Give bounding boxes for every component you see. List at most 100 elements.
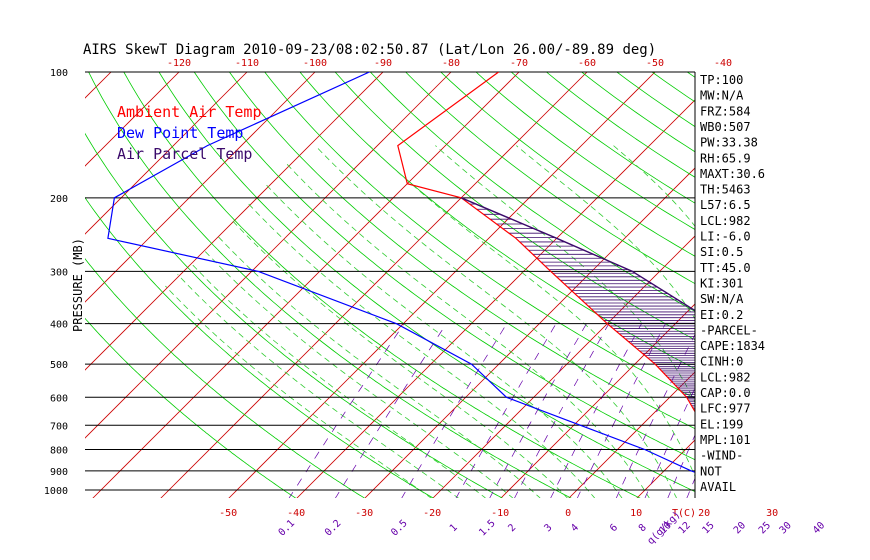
- pressure-tick-labels: 100 200 300 400 500 600 700 800 900 1000: [44, 68, 68, 497]
- dry-adiabat-line: [85, 132, 503, 498]
- cape-hatch-area: [469, 203, 695, 411]
- moist-adiabat-line: [216, 234, 541, 498]
- mixing-ratio-tick-label: 12: [677, 520, 693, 536]
- stat-entry: -WIND-: [700, 449, 743, 463]
- moist-adiabat-line: [315, 145, 677, 498]
- stat-entry: CAPE:1834: [700, 339, 765, 353]
- dry-adiabat-line: [85, 317, 297, 498]
- moist-adiabat-line: [285, 162, 650, 498]
- mixing-ratio-line: [401, 323, 507, 498]
- dry-adiabat-line: [744, 63, 870, 499]
- ambient-temp-line: [397, 72, 695, 413]
- stat-entry: SI:0.5: [700, 245, 743, 259]
- mixing-ratio-tick-label: 30: [778, 520, 794, 536]
- stat-entry: LI:-6.0: [700, 230, 751, 244]
- isotherm-line: [500, 303, 695, 498]
- chart-title: AIRS SkewT Diagram 2010-09-23/08:02:50.8…: [83, 42, 656, 58]
- dry-adiabat-line: [123, 72, 641, 498]
- isotherm-line: [432, 235, 695, 498]
- moist-adiabat-line: [264, 183, 623, 498]
- isotherm-line: [85, 72, 316, 303]
- stat-entry: EI:0.2: [700, 308, 743, 322]
- isotherm-line: [85, 72, 452, 439]
- profile-series: [107, 72, 695, 473]
- pressure-tick-label: 800: [50, 445, 68, 456]
- mixing-ratio-line: [335, 323, 447, 498]
- top-temp-tick-label: -40: [714, 58, 732, 69]
- isotherm-line: [772, 63, 870, 499]
- stat-entry: SW:N/A: [700, 292, 744, 306]
- bottom-temp-tick-label: -40: [287, 508, 305, 519]
- stat-entry: MPL:101: [700, 433, 751, 447]
- isotherm-line: [85, 72, 248, 235]
- bottom-temp-tick-label: T(C): [672, 508, 696, 519]
- stat-entry: L57:6.5: [700, 198, 751, 212]
- mixing-ratio-tick-label: 0.1: [277, 518, 298, 539]
- pressure-tick-label: 700: [50, 421, 68, 432]
- mixing-ratio-lines: [288, 323, 870, 499]
- mixing-ratio-tick-label: 25: [757, 520, 773, 536]
- bottom-temp-tick-label: 0: [565, 508, 571, 519]
- y-axis-label: PRESSURE (MB): [71, 238, 85, 332]
- dry-adiabat-line: [193, 72, 695, 461]
- pressure-tick-label: 900: [50, 467, 68, 478]
- stat-entry: WB0:507: [700, 120, 751, 134]
- mixing-ratio-line: [550, 323, 642, 498]
- mixing-ratio-tick-label: 4: [569, 522, 581, 534]
- mixing-ratio-line: [644, 387, 695, 498]
- isobar-lines: [85, 71, 695, 491]
- dry-adiabat-line: [440, 72, 695, 257]
- stat-entry: TT:45.0: [700, 261, 751, 275]
- stat-entry: MW:N/A: [700, 89, 744, 103]
- pressure-tick-label: 1000: [44, 486, 68, 497]
- isotherm-lines: [85, 63, 870, 499]
- isotherm-line: [840, 63, 870, 499]
- dry-adiabat-line: [88, 72, 572, 498]
- mixing-ratio-line: [514, 323, 610, 498]
- mixing-ratio-line: [767, 324, 835, 499]
- top-temperature-tick-labels: -120 -110 -100 -90 -80 -70 -60 -50 -40: [167, 58, 732, 69]
- isotherm-line: [364, 167, 695, 498]
- dry-adiabat-line: [228, 72, 695, 430]
- moist-adiabat-line: [805, 146, 840, 499]
- top-temp-tick-label: -110: [235, 58, 259, 69]
- stat-entry: EL:199: [700, 417, 743, 431]
- stat-entry: TP:100: [700, 73, 743, 87]
- dry-adiabat-line: [158, 72, 695, 493]
- bottom-temp-tick-label: -30: [355, 508, 373, 519]
- stat-entry: CINH:0: [700, 355, 743, 369]
- isotherm-line: [636, 439, 695, 498]
- stat-entry: CAP:0.0: [700, 386, 751, 400]
- mixing-ratio-line: [788, 324, 854, 499]
- dry-adiabat-line: [813, 63, 870, 499]
- bottom-temp-tick-label: 10: [630, 508, 642, 519]
- stat-entry: TH:5463: [700, 183, 751, 197]
- top-temp-tick-label: -70: [510, 58, 528, 69]
- mixing-ratio-tick-label: 3: [543, 522, 555, 534]
- mixing-ratio-line: [821, 324, 870, 499]
- bottom-temp-tick-label: -10: [491, 508, 509, 519]
- isotherm-line: [85, 72, 180, 167]
- moist-adiabat-line: [246, 202, 596, 498]
- dry-adiabat-line: [369, 72, 695, 312]
- mixing-ratio-tick-label: 0.5: [389, 518, 410, 539]
- parcel-temp-line: [460, 197, 695, 312]
- dry-adiabat-line: [264, 72, 695, 399]
- pressure-tick-label: 400: [50, 320, 68, 331]
- dry-adiabat-line: [334, 72, 695, 341]
- mixing-ratio-tick-label: 0.2: [323, 518, 344, 539]
- top-temp-tick-label: -90: [374, 58, 392, 69]
- mixing-ratio-tick-label: 8: [637, 522, 649, 534]
- moist-adiabat-line: [165, 285, 432, 498]
- moist-adiabat-line: [202, 248, 514, 498]
- pressure-tick-label: 100: [50, 68, 68, 79]
- legend-item: Ambient Air Temp: [117, 103, 262, 121]
- mixing-ratio-tick-label: 1: [448, 522, 460, 534]
- isotherm-line: [160, 72, 588, 498]
- stat-entry: -PARCEL-: [700, 323, 758, 337]
- dry-adiabat-line: [85, 258, 365, 498]
- dry-adiabat-line: [299, 72, 695, 370]
- mixing-ratio-tick-label: 6: [608, 522, 620, 534]
